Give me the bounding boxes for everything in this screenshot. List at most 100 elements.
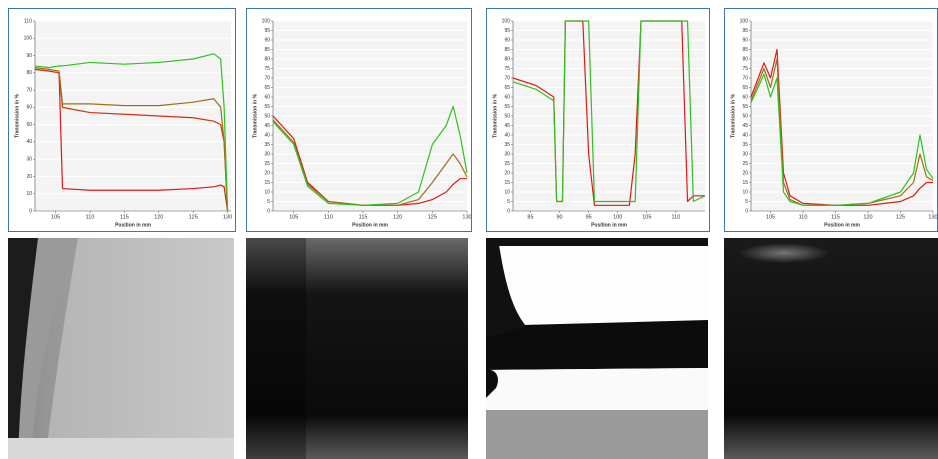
series-line — [34, 67, 229, 212]
x-tick-label: 115 — [831, 214, 840, 220]
plot-area — [35, 21, 231, 211]
x-tick-label: 85 — [527, 214, 533, 220]
y-tick-label: 45 — [742, 123, 748, 129]
y-tick-label: 70 — [504, 75, 510, 81]
y-tick-label: 15 — [742, 180, 748, 186]
y-tick-label: 70 — [742, 75, 748, 81]
chart: 0 10 20 30 40 50 60 70 80 90 100 110 105 110 115 120 125… — [14, 18, 232, 228]
x-tick-label: 105 — [766, 214, 775, 220]
series-line — [750, 48, 933, 206]
y-tick-label: 75 — [504, 66, 510, 72]
y-tick-label: 80 — [26, 70, 32, 76]
y-tick-label: 30 — [504, 151, 510, 157]
y-tick-label: 80 — [264, 56, 270, 62]
x-tick-label: 130 — [462, 214, 471, 220]
x-tick-label: 125 — [189, 214, 198, 220]
y-tick-label: 40 — [504, 132, 510, 138]
chart: 0 5 10 15 20 25 30 35 40 45 50 55 60 65 70 75 80 85 90 95 10… — [252, 18, 471, 228]
x-tick-label: 110 — [86, 214, 95, 220]
y-tick-label: 10 — [264, 189, 270, 195]
y-tick-label: 50 — [504, 113, 510, 119]
y-axis-label: Transmission in % — [252, 93, 258, 137]
series-line — [34, 53, 229, 212]
y-tick-label: 0 — [29, 208, 32, 214]
y-tick-label: 0 — [267, 208, 270, 214]
y-tick-label: 30 — [264, 151, 270, 157]
chart-panel: 0 5 10 15 20 25 30 35 40 45 50 55 60 65 70 75 80 85 90 95 10… — [486, 8, 710, 232]
y-tick-label: 85 — [504, 47, 510, 53]
y-axis-label: Transmission in % — [730, 93, 736, 137]
y-tick-label: 25 — [504, 161, 510, 167]
y-tick-label: 50 — [264, 113, 270, 119]
x-tick-label: 130 — [928, 214, 937, 220]
y-tick-label: 90 — [26, 53, 32, 59]
y-tick-label: 25 — [742, 161, 748, 167]
x-axis-label: Position in mm — [115, 222, 151, 228]
y-tick-label: 60 — [504, 94, 510, 100]
x-tick-label: 125 — [896, 214, 905, 220]
y-tick-label: 110 — [24, 18, 32, 24]
y-tick-label: 35 — [742, 142, 748, 148]
x-tick-label: 115 — [359, 214, 368, 220]
y-tick-label: 20 — [504, 170, 510, 176]
y-tick-label: 20 — [742, 170, 748, 176]
y-tick-label: 60 — [26, 105, 32, 111]
y-tick-label: 40 — [264, 132, 270, 138]
y-tick-label: 100 — [740, 18, 749, 24]
photo — [724, 238, 938, 459]
y-tick-label: 65 — [264, 85, 270, 91]
series-line — [512, 20, 706, 203]
y-axis-label: Transmission in % — [14, 93, 20, 137]
x-tick-label: 105 — [642, 214, 651, 220]
y-tick-label: 65 — [742, 85, 748, 91]
x-tick-label: 110 — [799, 214, 808, 220]
series-line — [750, 73, 934, 206]
y-tick-label: 50 — [26, 122, 32, 128]
y-tick-label: 35 — [264, 142, 270, 148]
y-tick-label: 55 — [264, 104, 270, 110]
y-tick-label: 20 — [264, 170, 270, 176]
x-tick-label: 110 — [672, 214, 681, 220]
y-tick-label: 10 — [26, 191, 32, 197]
y-tick-label: 100 — [502, 18, 511, 24]
y-tick-label: 100 — [24, 36, 33, 42]
chart-panel: 0 5 10 15 20 25 30 35 40 45 50 55 60 65 70 75 80 85 90 95 10… — [246, 8, 472, 232]
y-tick-label: 0 — [507, 208, 510, 214]
y-tick-label: 70 — [26, 87, 32, 93]
photo — [8, 238, 234, 459]
y-tick-label: 60 — [264, 94, 270, 100]
y-tick-label: 95 — [742, 28, 748, 34]
y-tick-label: 80 — [504, 56, 510, 62]
y-tick-label: 20 — [26, 174, 32, 180]
y-tick-label: 75 — [264, 66, 270, 72]
y-tick-label: 80 — [742, 56, 748, 62]
chart: 0 5 10 15 20 25 30 35 40 45 50 55 60 65 70 75 80 85 90 95 10… — [492, 18, 706, 228]
y-tick-label: 0 — [745, 208, 748, 214]
y-tick-label: 5 — [507, 199, 510, 205]
y-tick-label: 40 — [26, 139, 32, 145]
y-tick-label: 55 — [504, 104, 510, 110]
chart-panel: 0 5 10 15 20 25 30 35 40 45 50 55 60 65 70 75 80 85 90 95 10… — [724, 8, 938, 232]
photo — [486, 238, 708, 459]
y-tick-label: 45 — [504, 123, 510, 129]
series-line — [272, 119, 468, 206]
y-tick-label: 95 — [504, 28, 510, 34]
x-tick-label: 130 — [223, 214, 232, 220]
y-tick-label: 15 — [504, 180, 510, 186]
y-tick-label: 10 — [742, 189, 748, 195]
x-tick-label: 95 — [586, 214, 592, 220]
x-tick-label: 120 — [863, 214, 872, 220]
x-tick-label: 105 — [289, 214, 298, 220]
x-tick-label: 105 — [51, 214, 60, 220]
y-tick-label: 10 — [504, 189, 510, 195]
y-tick-label: 90 — [264, 37, 270, 43]
x-tick-label: 120 — [154, 214, 163, 220]
y-tick-label: 30 — [26, 157, 32, 163]
y-tick-label: 60 — [742, 94, 748, 100]
y-tick-label: 65 — [504, 85, 510, 91]
chart-panel: 0 10 20 30 40 50 60 70 80 90 100 110 105 110 115 120 125… — [8, 8, 236, 232]
y-tick-label: 5 — [745, 199, 748, 205]
y-tick-label: 95 — [264, 28, 270, 34]
y-tick-label: 85 — [742, 47, 748, 53]
photo — [246, 238, 468, 459]
